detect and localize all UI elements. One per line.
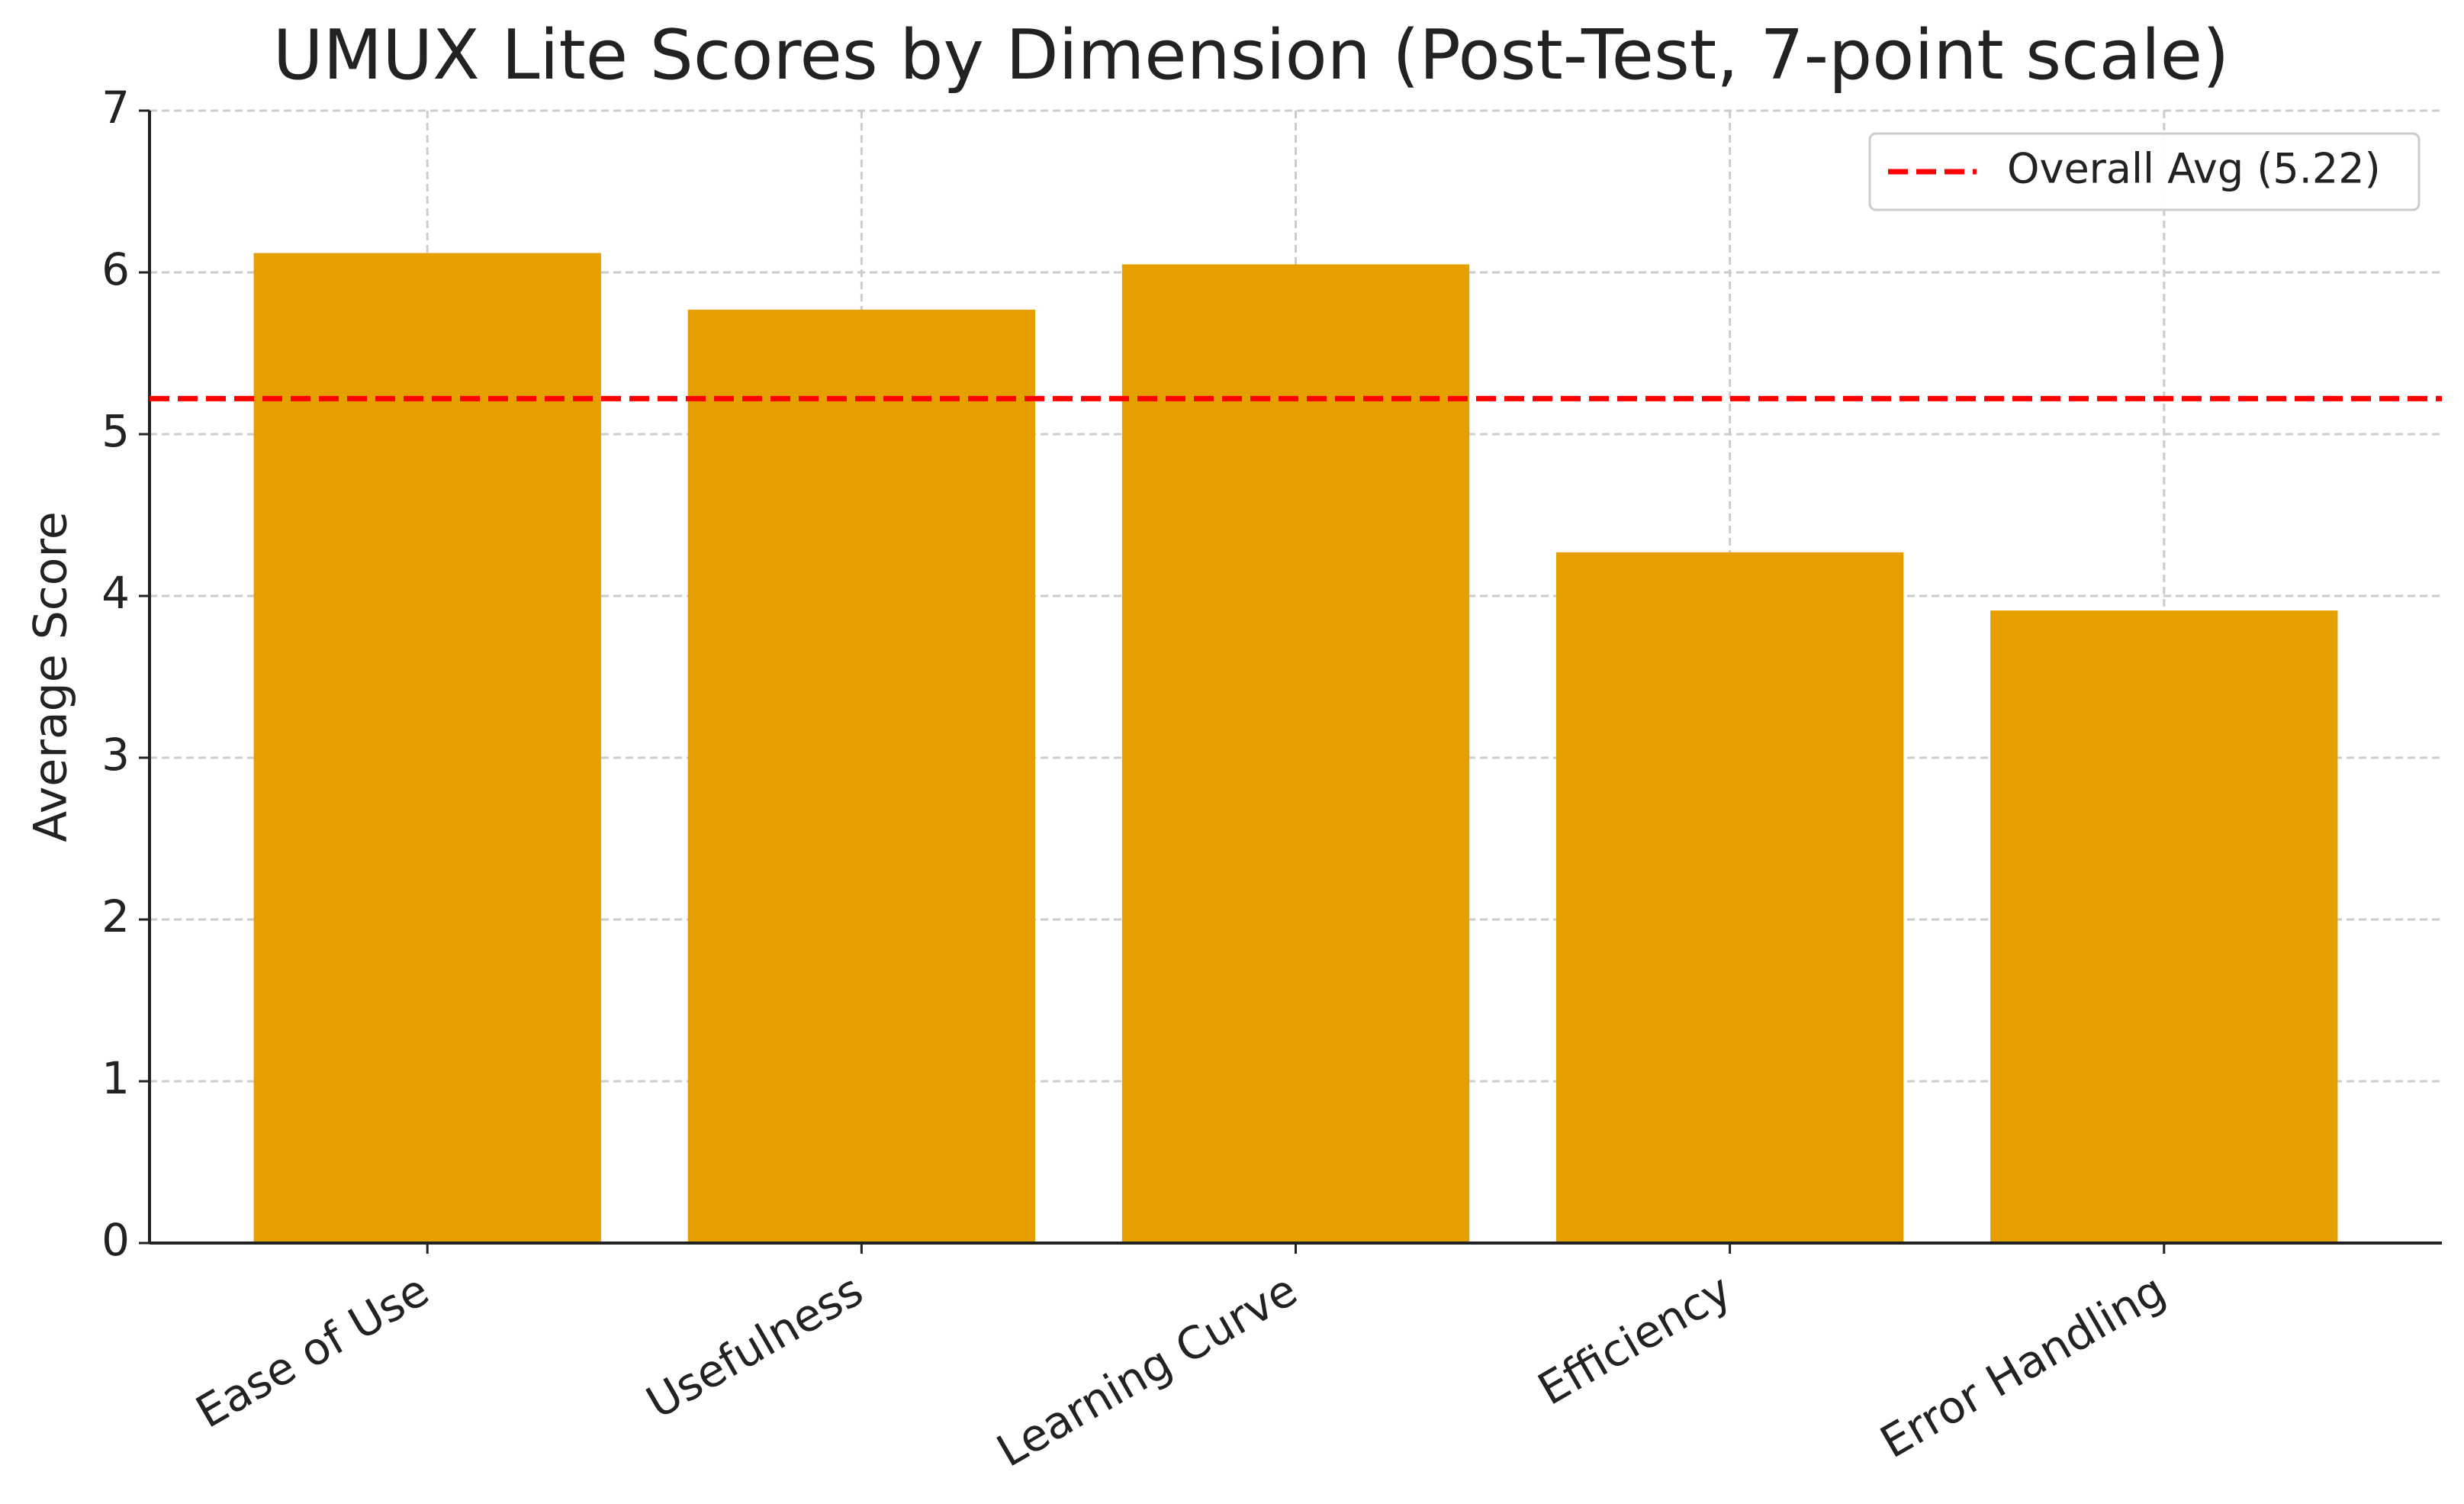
- legend-label: Overall Avg (5.22): [2007, 145, 2381, 193]
- y-tick-label: 0: [101, 1214, 130, 1266]
- x-tick-label: Efficiency: [1530, 1264, 1740, 1415]
- y-tick-label: 2: [101, 890, 130, 942]
- bar: [1990, 610, 2338, 1243]
- legend-box: [1868, 132, 2421, 211]
- y-tick-label: 6: [101, 243, 130, 295]
- x-tick-label: Learning Curve: [988, 1264, 1305, 1477]
- bar: [253, 253, 601, 1243]
- y-tick-label: 7: [101, 82, 130, 134]
- y-tick-label: 1: [101, 1052, 130, 1104]
- x-tick-label: Error Handling: [1872, 1264, 2174, 1468]
- y-tick-label: 4: [101, 567, 130, 619]
- x-tick-label: Ease of Use: [188, 1264, 438, 1438]
- y-tick-label: 5: [101, 405, 130, 457]
- bar: [1555, 552, 1904, 1243]
- bar: [1121, 264, 1470, 1243]
- bar: [687, 309, 1036, 1243]
- y-tick-label: 3: [101, 729, 130, 781]
- y-axis-label: Average Score: [24, 511, 78, 842]
- chart-title: UMUX Lite Scores by Dimension (Post-Test…: [273, 15, 2230, 95]
- x-tick-label: Usefulness: [638, 1264, 871, 1428]
